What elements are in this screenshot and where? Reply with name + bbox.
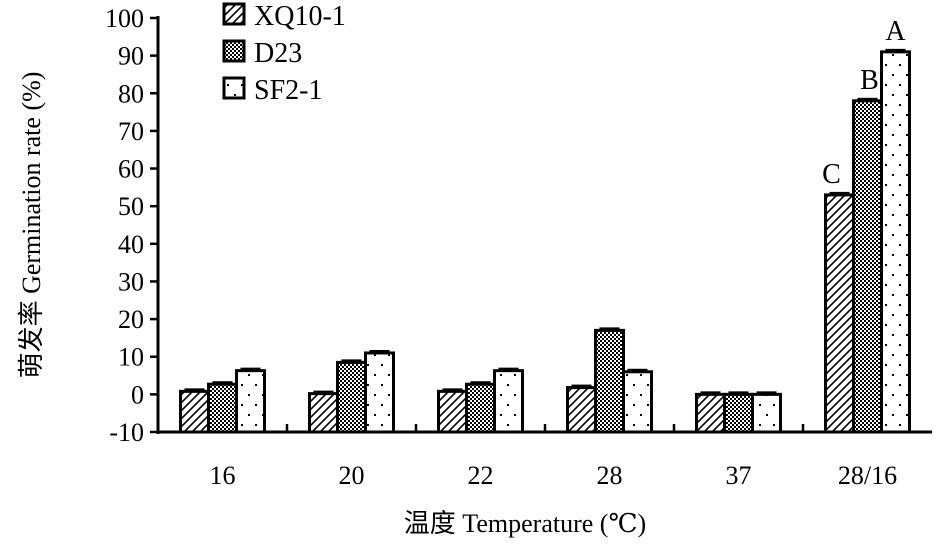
error-cap — [442, 388, 463, 392]
bar-XQ10-1-20 — [308, 392, 339, 434]
bar-SF2-1-28/16 — [880, 50, 911, 434]
error-cap — [212, 381, 233, 385]
x-tick-label: 22 — [468, 461, 494, 490]
y-tick-label: 0 — [131, 380, 144, 409]
axes-layer: -10 0 10 20 30 40 50 60 70 80 90 100 16 20 22 28 37 28/16 — [105, 4, 932, 490]
error-cap — [756, 391, 777, 395]
x-tick-label: 28 — [597, 461, 623, 490]
error-cap — [857, 97, 878, 101]
bar-SF2-1-20 — [364, 351, 395, 434]
error-cap — [369, 349, 390, 353]
legend-swatch-D23 — [222, 39, 246, 63]
error-cap — [599, 327, 620, 331]
y-tick-label: 20 — [118, 305, 144, 334]
y-tick-label: -10 — [109, 418, 144, 447]
legend-label: SF2-1 — [254, 75, 322, 106]
error-cap — [885, 48, 906, 52]
bar-D23-16 — [207, 382, 238, 434]
bar-D23-28/16 — [852, 99, 883, 434]
bar-SF2-1-22 — [493, 369, 524, 434]
y-tick-label: 70 — [118, 117, 144, 146]
error-cap — [627, 368, 648, 372]
error-cap — [728, 391, 749, 395]
x-tick-label: 20 — [339, 461, 365, 490]
y-tick-label: 60 — [118, 155, 144, 184]
y-tick-label: 40 — [118, 230, 144, 259]
y-tick-label: 90 — [118, 42, 144, 71]
bar-XQ10-1-16 — [179, 389, 210, 434]
y-tick-label: 100 — [105, 4, 144, 33]
error-cap — [240, 367, 261, 371]
bar-D23-22 — [465, 382, 496, 434]
bar-XQ10-1-28/16 — [824, 193, 855, 434]
legend-swatch-SF2-1 — [222, 76, 246, 100]
y-tick-label: 50 — [118, 192, 144, 221]
error-cap — [498, 367, 519, 371]
bar-SF2-1-37 — [751, 392, 782, 434]
legend-label: XQ10-1 — [254, 1, 346, 32]
x-tick-label: 16 — [210, 461, 236, 490]
error-cap — [700, 391, 721, 395]
bar-XQ10-1-28 — [566, 386, 597, 434]
bar-SF2-1-28 — [622, 370, 653, 434]
error-cap — [184, 388, 205, 392]
bar-XQ10-1-22 — [437, 389, 468, 434]
x-axis-label: 温度 Temperature (℃) — [404, 509, 646, 538]
significance-label: B — [860, 65, 879, 96]
legend-swatch-XQ10-1 — [222, 2, 246, 26]
error-cap — [341, 359, 362, 363]
bar-D23-37 — [723, 392, 754, 434]
error-cap — [470, 381, 491, 385]
error-cap — [313, 390, 334, 394]
bar-D23-20 — [336, 360, 367, 434]
legend-label: D23 — [254, 38, 302, 69]
significance-label: C — [822, 159, 841, 190]
bar-XQ10-1-37 — [695, 392, 726, 434]
bar-SF2-1-16 — [235, 369, 266, 434]
error-cap — [829, 191, 850, 195]
significance-label: A — [885, 16, 906, 47]
y-tick-label: 30 — [118, 267, 144, 296]
x-tick-label: 37 — [726, 461, 752, 490]
y-tick-label: 10 — [118, 343, 144, 372]
bar-D23-28 — [594, 328, 625, 434]
x-tick-label: 28/16 — [838, 461, 897, 490]
y-axis-label: 萌发率 Germination rate (%) — [17, 72, 46, 379]
y-tick-label: 80 — [118, 79, 144, 108]
error-cap — [571, 384, 592, 388]
legend: XQ10-1 D23 SF2-1 — [222, 1, 346, 106]
